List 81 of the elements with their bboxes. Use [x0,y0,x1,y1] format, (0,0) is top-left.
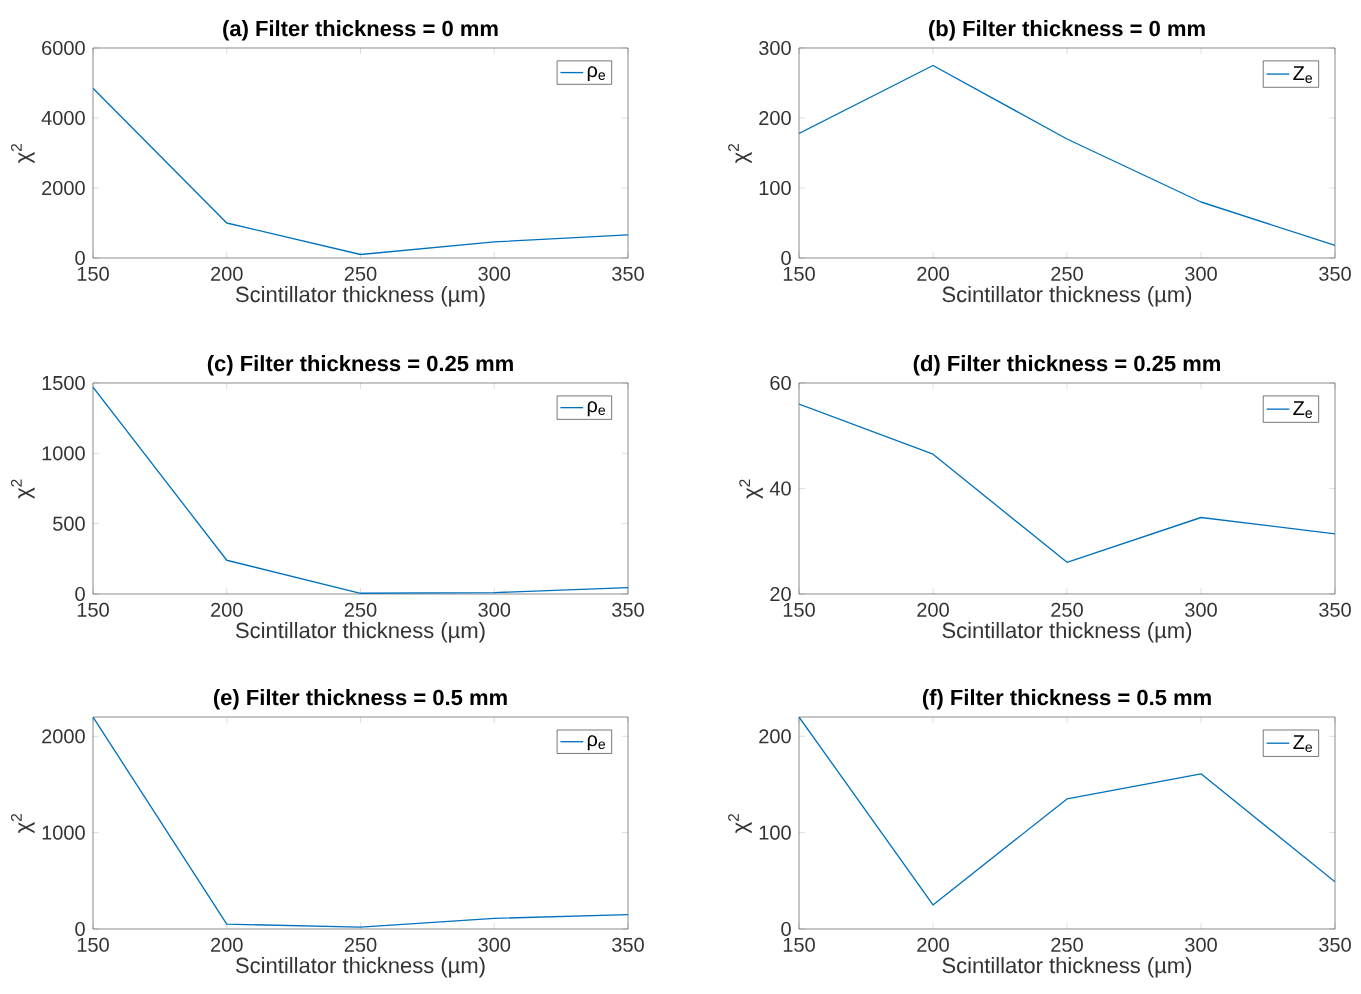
y-tick-label: 40 [769,481,791,496]
y-tick-label: 4000 [41,110,85,126]
x-axis-title: Scintillator thickness (µm) [942,957,1192,978]
y-tick-label: 0 [75,921,85,937]
y-tick-label: 60 [770,375,791,391]
x-tick-label: 150 [77,602,109,617]
x-tick-label: 300 [1185,602,1217,617]
x-tick-label: 350 [1319,937,1351,952]
y-axis-title: χ$^{2}$ [10,144,35,164]
x-tick-label: 300 [1185,266,1217,281]
y-axis-title: χ$^{2}$ [728,144,752,164]
x-tick-label: 350 [1319,266,1351,281]
chart-title: (f) Filter thickness = 0.5 mm [922,689,1211,710]
y-tick-label: 0 [781,250,791,266]
y-tick-label: 2000 [42,729,85,744]
chart-title: (d) Filter thickness = 0.25 mm [913,355,1220,376]
line-series [799,403,1336,564]
x-tick-label: 350 [612,937,644,952]
y-tick-label: 0 [781,921,791,937]
y-axis-title: χ$^{2}$ [10,479,35,499]
line-series [799,717,1336,906]
y-tick-label: 2000 [42,180,85,196]
x-tick-label: 200 [917,937,949,952]
line-series [93,87,628,256]
y-axis-title: χ$^{2}$ [739,479,763,499]
x-tick-label: 300 [478,266,511,281]
chart-title: (b) Filter thickness = 0 mm [929,20,1205,41]
x-tick-label: 250 [1051,266,1083,281]
legend-label: Z$_{e}$ [1293,401,1313,419]
x-axis-title: Scintillator thickness (µm) [235,622,485,643]
chart-title: (a) Filter thickness = 0 mm [223,20,498,41]
x-tick-label: 200 [211,266,243,281]
y-tick-label: 200 [759,729,791,744]
legend-label: ρ$_{e}$ [587,401,606,417]
x-tick-label: 300 [478,602,511,617]
x-axis-title: Scintillator thickness (µm) [942,622,1192,643]
x-tick-label: 350 [612,266,644,281]
x-tick-label: 350 [1319,602,1351,617]
x-tick-label: 200 [211,602,243,617]
y-tick-label: 200 [759,110,791,126]
y-tick-label: 0 [75,250,85,266]
legend-label: ρ$_{e}$ [587,66,606,82]
legend-label: Z$_{e}$ [1293,735,1313,753]
y-tick-label: 20 [770,586,791,602]
y-tick-label: 0 [75,586,85,602]
legend-label: Z$_{e}$ [1293,66,1313,83]
x-tick-label: 150 [77,266,109,281]
x-tick-label: 150 [783,266,815,281]
y-tick-label: 300 [759,40,791,56]
y-tick-label: 500 [53,516,85,531]
x-axis-title: Scintillator thickness (µm) [235,286,485,307]
y-tick-label: 6000 [42,40,85,56]
x-tick-label: 300 [1185,937,1217,952]
x-tick-label: 200 [917,602,949,617]
x-tick-label: 250 [1051,602,1083,617]
y-tick-label: 100 [759,825,791,840]
y-axis-title: χ$^{2}$ [10,814,35,834]
y-tick-label: 1000 [42,825,85,840]
x-tick-label: 250 [344,937,377,952]
x-tick-label: 150 [783,602,815,617]
x-tick-label: 200 [211,937,243,952]
line-series [93,386,628,594]
line-series [799,64,1336,247]
y-tick-label: 1000 [42,446,85,461]
chart-title: (e) Filter thickness = 0.5 mm [213,689,507,710]
y-axis-title: χ$^{2}$ [728,814,752,834]
x-axis-title: Scintillator thickness (µm) [235,957,485,978]
x-tick-label: 250 [344,602,377,617]
x-tick-label: 150 [783,937,815,952]
x-tick-label: 250 [1051,937,1083,952]
x-tick-label: 350 [612,602,644,617]
line-series [93,717,628,928]
chart-title: (c) Filter thickness = 0.25 mm [207,355,513,376]
y-tick-label: 100 [759,180,791,196]
y-tick-label: 1500 [42,375,85,391]
x-tick-label: 200 [917,266,949,281]
x-tick-label: 300 [478,937,511,952]
x-tick-label: 150 [77,937,109,952]
legend-label: ρ$_{e}$ [587,735,606,751]
x-axis-title: Scintillator thickness (µm) [942,286,1192,307]
x-tick-label: 250 [344,266,377,281]
